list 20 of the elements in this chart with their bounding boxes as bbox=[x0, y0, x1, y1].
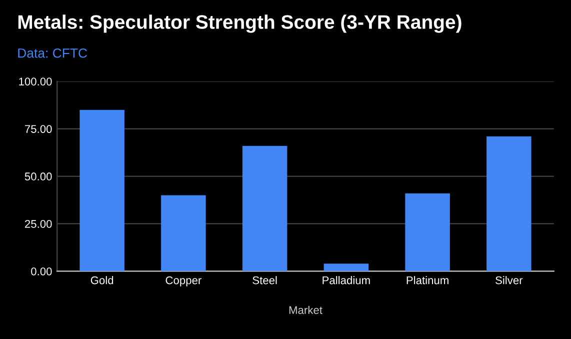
x-tick-label: Steel bbox=[252, 276, 277, 284]
bar bbox=[324, 264, 369, 272]
x-tick-label: Gold bbox=[90, 276, 114, 284]
bar bbox=[161, 195, 206, 272]
y-tick-label: 100.00 bbox=[19, 78, 52, 86]
bar bbox=[80, 110, 124, 272]
x-tick-label: Copper bbox=[166, 276, 202, 286]
chart-subtitle: Data: CFTC bbox=[18, 48, 88, 58]
y-tick-label: 75.00 bbox=[25, 125, 52, 133]
y-tick-label: 50.00 bbox=[24, 172, 52, 180]
chart-title: Metals: Speculator Strength Score (3-YR Range) bbox=[18, 14, 462, 33]
y-tick-label: 0.00 bbox=[31, 267, 52, 276]
bar bbox=[242, 146, 288, 272]
bar bbox=[405, 193, 450, 272]
x-tick-label: Palladium bbox=[322, 276, 370, 284]
x-tick-label: Platinum bbox=[406, 276, 448, 284]
x-tick-label: Silver bbox=[496, 276, 523, 284]
x-axis-title: Market bbox=[289, 306, 322, 314]
y-tick-label: 25.00 bbox=[24, 220, 52, 228]
bar bbox=[486, 136, 532, 272]
